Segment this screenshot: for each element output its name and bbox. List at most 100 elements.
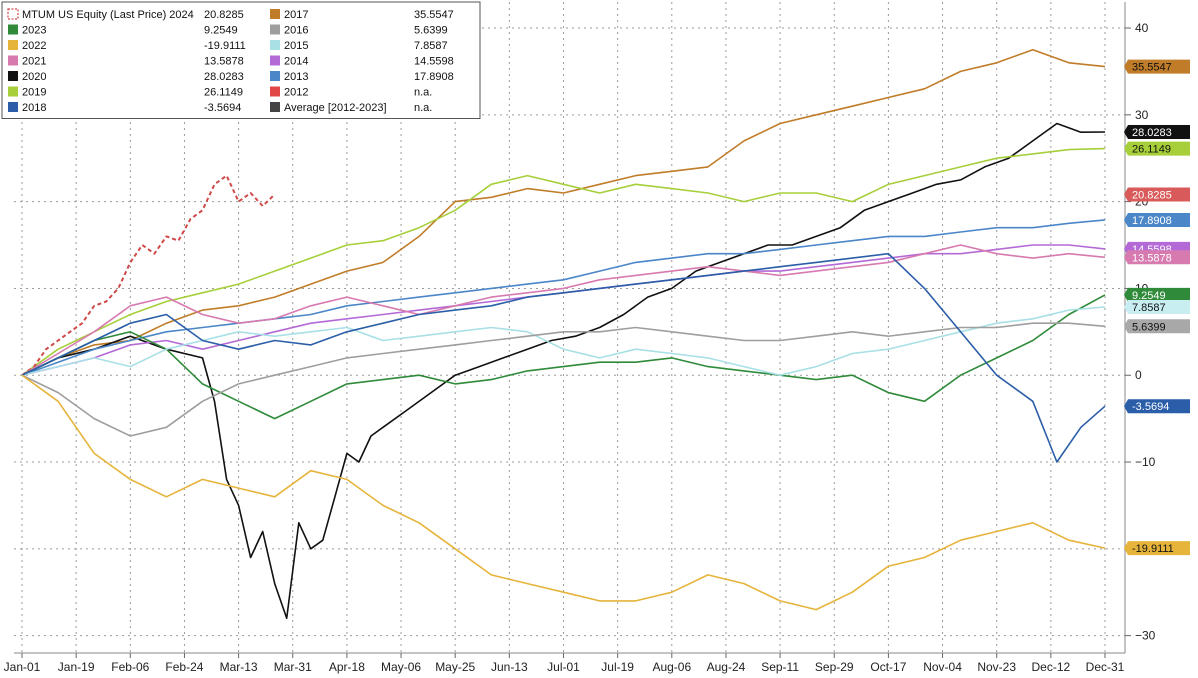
legend-value: 14.5598 <box>414 56 454 68</box>
end-label-35-5547: 35.5547 <box>1124 59 1190 74</box>
legend-item-2020: 2020 28.0283 <box>8 71 244 83</box>
end-label-value: 35.5547 <box>1132 62 1172 74</box>
end-label-box <box>1124 124 1190 139</box>
x-tick-label: Apr-18 <box>329 660 365 674</box>
end-label-26-1149: 26.1149 <box>1124 141 1190 156</box>
legend-label: 2018 <box>22 102 46 114</box>
legend-value: 7.8587 <box>414 40 448 52</box>
legend-swatch <box>270 40 280 50</box>
series-line-2013 <box>21 219 1106 376</box>
legend-item-2015: 2015 7.8587 <box>270 40 448 52</box>
legend-swatch <box>8 102 18 112</box>
legend-label: 2015 <box>284 40 308 52</box>
legend: MTUM US Equity (Last Price) 2024 20.8285 2… <box>1 1 481 119</box>
legend-swatch <box>270 86 280 97</box>
end-label-box <box>1124 399 1190 414</box>
legend-value: 26.1149 <box>204 87 243 99</box>
end-label-3-5694: -3.5694 <box>1124 399 1190 414</box>
x-tick-label: Feb-24 <box>165 660 203 674</box>
legend-value: 17.8908 <box>414 71 454 83</box>
legend-item-2017: 2017 35.5547 <box>270 9 454 21</box>
legend-value: -3.5694 <box>204 102 241 114</box>
legend-swatch <box>8 24 18 35</box>
series-line-2020 <box>21 122 1106 620</box>
end-label-value: 7.8587 <box>1132 302 1166 314</box>
x-tick-label: Jan-01 <box>4 660 41 674</box>
end-label-value: 28.0283 <box>1132 127 1172 139</box>
end-label-box <box>1124 287 1190 302</box>
legend-label: 2019 <box>22 87 46 99</box>
end-label-value: 20.8285 <box>1132 189 1172 201</box>
legend-value: 20.8285 <box>204 9 244 21</box>
x-tick-label: Sep-11 <box>761 660 799 674</box>
end-label-box <box>1124 541 1190 556</box>
x-tick-label: Aug-24 <box>707 660 746 674</box>
series-line-2021 <box>21 244 1106 376</box>
x-tick-label: Dec-12 <box>1032 660 1071 674</box>
legend-swatch <box>7 8 19 20</box>
legend-value: -19.9111 <box>204 40 246 52</box>
legend-swatch <box>270 24 280 35</box>
y-tick-label: 40 <box>1135 21 1149 35</box>
legend-item-2023: 2023 9.2549 <box>8 24 238 37</box>
x-tick-label: Oct-17 <box>870 660 906 674</box>
legend-value: 28.0283 <box>204 71 244 83</box>
legend-item-2019: 2019 26.1149 <box>8 86 243 99</box>
x-tick-label: Aug-06 <box>652 660 691 674</box>
x-tick-label: Nov-04 <box>923 660 962 674</box>
legend-label: 2023 <box>22 25 46 37</box>
legend-label: 2016 <box>284 25 308 37</box>
legend-label: 2020 <box>22 71 46 83</box>
end-label-value: 13.5878 <box>1132 252 1172 264</box>
legend-box <box>1 1 481 119</box>
y-tick-label: 0 <box>1135 368 1142 382</box>
legend-item-mtum-us-equity-last-price-2024: MTUM US Equity (Last Price) 2024 20.8285 <box>7 8 244 21</box>
legend-value: 13.5878 <box>204 56 244 68</box>
legend-label: 2013 <box>284 71 308 83</box>
legend-swatch <box>270 55 280 66</box>
legend-value: 5.6399 <box>414 25 448 37</box>
end-label-9-2549: 9.2549 <box>1124 287 1190 302</box>
legend-value: 9.2549 <box>204 25 238 37</box>
series-line-2019 <box>21 147 1106 376</box>
end-label-box <box>1124 141 1190 156</box>
y-tick-label: −30 <box>1135 629 1156 643</box>
end-label-value: 17.8908 <box>1132 215 1172 227</box>
end-label-box <box>1124 59 1190 74</box>
series-line-2022 <box>21 374 1106 611</box>
end-label-value: 5.6399 <box>1132 321 1166 333</box>
legend-item-2012: 2012 n.a. <box>270 86 432 99</box>
series-line-2023 <box>21 294 1106 420</box>
end-label-value: 26.1149 <box>1132 144 1171 156</box>
x-tick-label: Nov-23 <box>977 660 1016 674</box>
end-label-box <box>1124 250 1190 265</box>
legend-value: n.a. <box>414 87 432 99</box>
legend-swatch <box>270 71 280 81</box>
x-tick-label: Feb-06 <box>111 660 149 674</box>
series-lines <box>21 48 1106 620</box>
x-axis: Jan-01 Jan-19 Feb-06 Feb-24 Mar-13 Mar-31 Apr-… <box>4 652 1125 674</box>
x-tick-label: Jul-01 <box>547 660 580 674</box>
end-label-19-9111: -19.9111 <box>1124 541 1190 556</box>
legend-item-2022: 2022 -19.9111 <box>8 40 246 52</box>
legend-label: Average [2012-2023] <box>284 102 387 114</box>
legend-item-2018: 2018 -3.5694 <box>8 102 241 114</box>
legend-value: n.a. <box>414 102 432 114</box>
legend-swatch <box>8 55 18 66</box>
legend-label: MTUM US Equity (Last Price) 2024 <box>22 9 194 21</box>
series-line-2018 <box>21 252 1106 463</box>
y-tick-label: −10 <box>1135 455 1156 469</box>
legend-label: 2017 <box>284 9 308 21</box>
end-label-box <box>1124 300 1190 315</box>
end-label-box <box>1124 187 1190 202</box>
legend-label: 2022 <box>22 40 46 52</box>
x-tick-label: May-25 <box>435 660 475 674</box>
x-tick-label: Jul-19 <box>601 660 634 674</box>
legend-item-2013: 2013 17.8908 <box>270 71 454 83</box>
end-label-value: 9.2549 <box>1132 290 1166 302</box>
legend-value: 35.5547 <box>414 9 454 21</box>
end-value-labels: 35.554728.028326.114920.828517.890814.55… <box>1124 59 1190 556</box>
legend-label: 2021 <box>22 56 46 68</box>
